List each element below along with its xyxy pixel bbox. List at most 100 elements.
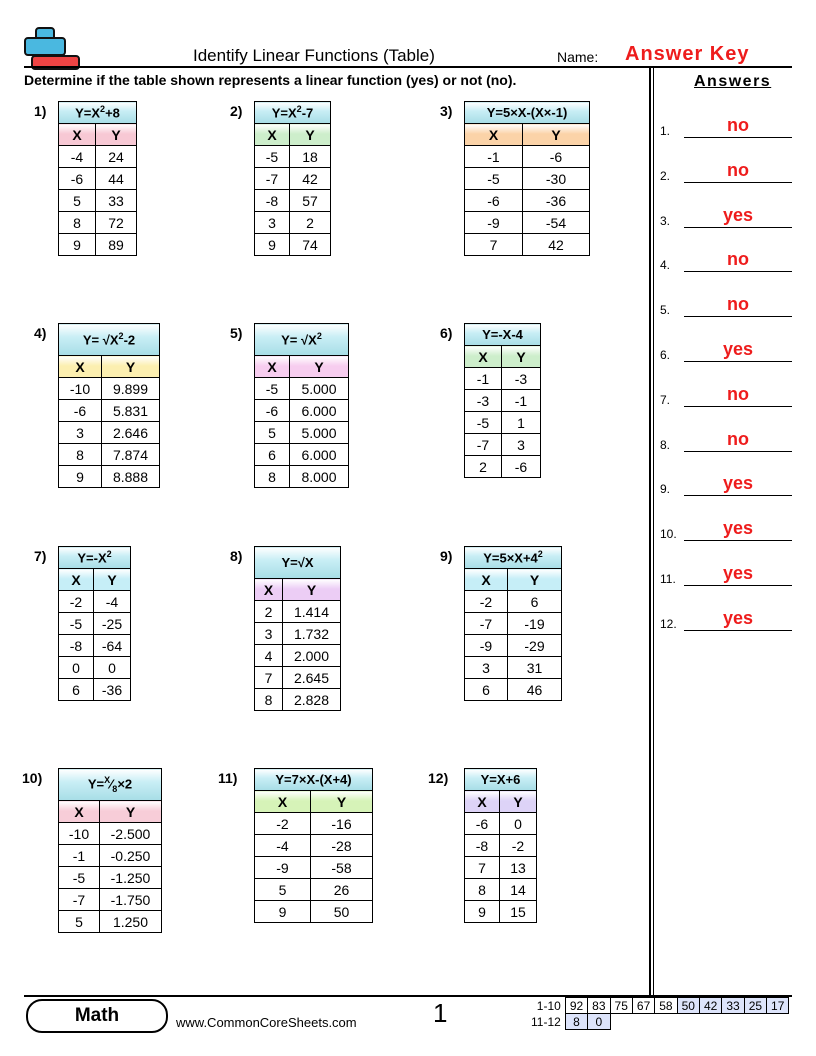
table-row: 7 42: [464, 233, 590, 256]
table-row: -6 6.000: [254, 399, 349, 422]
answer-line: [684, 585, 792, 586]
answer-line: [684, 271, 792, 273]
table-cell: -6: [58, 167, 96, 190]
table-cell: 50: [310, 900, 373, 923]
problem-number: 1): [34, 103, 47, 119]
table-cell: 7.874: [101, 443, 160, 466]
answer-value: no: [727, 383, 749, 404]
table-cell: 3: [464, 656, 508, 679]
formula-part: 2: [106, 549, 112, 560]
table-cell: 3: [254, 211, 290, 234]
table-cell: 9: [254, 900, 311, 923]
column-header-x: X: [464, 568, 508, 591]
function-formula: Y=X⁄8×2: [58, 768, 162, 801]
table-row: -7 42: [254, 167, 331, 190]
table-cell: 33: [95, 189, 137, 212]
table-row: 8 2.828: [254, 688, 341, 711]
table-cell: 5: [254, 421, 290, 444]
footer-divider: [24, 995, 792, 997]
score-cell: 67: [631, 997, 656, 1014]
table-row: -6 5.831: [58, 399, 160, 422]
table-row: 4 2.000: [254, 644, 341, 667]
table-cell: -6: [254, 399, 290, 422]
table-cell: 18: [289, 145, 331, 168]
table-cell: 9: [254, 233, 290, 256]
table-cell: -4: [93, 590, 131, 613]
table-cell: 14: [499, 878, 537, 901]
table-row: -8 -2: [464, 834, 537, 857]
column-header-y: Y: [95, 123, 137, 146]
formula-part: Y=7×X-(X+4): [275, 772, 352, 787]
table-cell: 46: [507, 678, 562, 701]
table-row: 8 7.874: [58, 443, 160, 466]
function-table: Y=X2+8 X Y -4 24 -6 44 5 33 8 72 9 89: [58, 101, 137, 256]
column-header-x: X: [254, 578, 283, 601]
instructions: Determine if the table shown represents …: [24, 72, 517, 88]
answer-line: [684, 450, 792, 452]
formula-part: Y=5×X-(X×-1): [486, 105, 568, 120]
formula-part: 2: [537, 549, 543, 560]
header-divider: [24, 66, 792, 68]
table-cell: 5.000: [289, 377, 349, 400]
table-cell: -1: [501, 389, 541, 412]
answer-line: [684, 361, 792, 362]
table-cell: 6.000: [289, 443, 349, 466]
formula-part: 2: [316, 331, 322, 342]
table-cell: 24: [95, 145, 137, 168]
table-cell: 8: [254, 688, 283, 711]
column-header-x: X: [254, 123, 290, 146]
problem-number: 8): [230, 548, 243, 564]
column-header-y: Y: [522, 123, 590, 146]
table-cell: 72: [95, 211, 137, 234]
table-cell: -2.500: [99, 822, 162, 845]
function-table: Y=X+6 X Y -6 0 -8 -2 7 13 8 14 9 15: [464, 768, 537, 923]
formula-part: +8: [105, 105, 120, 121]
table-cell: 5: [58, 189, 96, 212]
score-table: 1-10 92 83 75 67 58 50 42 33 25 17 11-12 8 0: [527, 997, 790, 1030]
table-cell: -6: [501, 455, 541, 478]
table-cell: -6: [522, 145, 590, 168]
column-header-x: X: [254, 790, 311, 813]
function-formula: Y=5×X+42: [464, 546, 562, 569]
table-cell: 57: [289, 189, 331, 212]
function-formula: Y=-X-4: [464, 323, 541, 346]
table-cell: 7: [464, 233, 523, 256]
table-row: 5 1.250: [58, 910, 162, 933]
table-cell: 3: [501, 433, 541, 456]
function-table: Y=7×X-(X+4) X Y -2 -16 -4 -28 -9 -58 5 26 9 50: [254, 768, 373, 923]
table-cell: -29: [507, 634, 562, 657]
function-formula: Y=-X2: [58, 546, 131, 569]
table-cell: -36: [522, 189, 590, 212]
table-row: 5 5.000: [254, 421, 349, 444]
table-cell: -5: [58, 612, 94, 635]
answer-value: yes: [722, 607, 754, 628]
table-row: 9 74: [254, 233, 331, 256]
table-cell: 1.414: [282, 600, 341, 623]
table-cell: 9: [58, 233, 96, 256]
table-cell: -5: [464, 167, 523, 190]
function-table: Y= √X2-2 X Y -10 9.899 -6 5.831 3 2.646 8 7.874 9 8.…: [58, 323, 160, 488]
answer-line: [684, 226, 792, 228]
table-cell: 31: [507, 656, 562, 679]
table-row: -5 -30: [464, 167, 590, 190]
score-row-label: 11-12: [531, 1014, 561, 1029]
table-cell: 5.831: [101, 399, 160, 422]
table-row: 6 6.000: [254, 443, 349, 466]
formula-part: 2: [118, 331, 124, 342]
table-row: 3 31: [464, 656, 562, 679]
function-formula: Y=5×X-(X×-1): [464, 101, 590, 124]
answer-line: [684, 540, 792, 542]
column-header-x: X: [254, 355, 290, 378]
table-cell: 1.732: [282, 622, 341, 645]
table-cell: -1: [58, 844, 100, 867]
page-number: 1: [433, 998, 448, 1028]
table-cell: 5.000: [289, 421, 349, 444]
function-table: Y=√X X Y 2 1.414 3 1.732 4 2.000 7 2.645 8 2.828: [254, 546, 341, 711]
problem-number: 2): [230, 103, 243, 119]
table-cell: -19: [507, 612, 562, 635]
table-row: -5 18: [254, 145, 331, 168]
column-header-y: Y: [310, 790, 373, 813]
table-row: -10 -2.500: [58, 822, 162, 845]
table-cell: -2: [464, 590, 508, 613]
